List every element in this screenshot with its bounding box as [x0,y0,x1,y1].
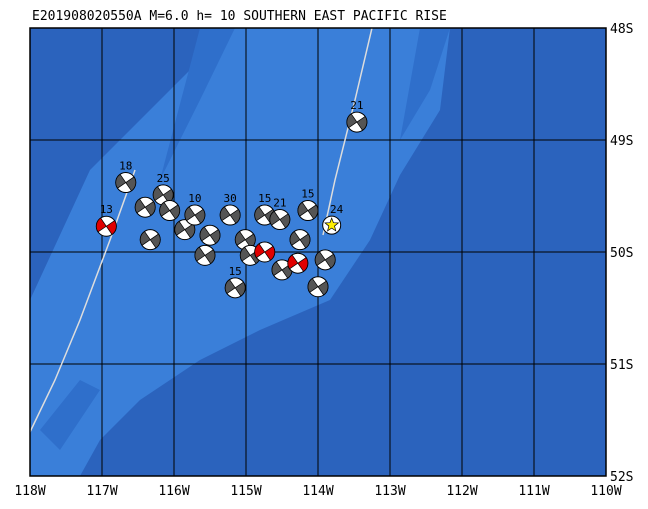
main-event [322,215,342,235]
lat-tick-label: 52S [610,470,633,485]
event-label: 10 [188,192,201,205]
beachball [194,244,216,266]
beachball [174,219,196,241]
event-label: 21 [273,197,286,210]
lat-tick-label: 50S [610,246,633,261]
lon-tick-label: 110W [590,484,621,499]
lon-tick-label: 116W [158,484,189,499]
beachball [346,111,368,133]
beachball-quadrant [254,243,276,261]
event-label: 15 [301,188,314,201]
beachball-quadrant [199,226,221,244]
epicenter-star [324,217,340,232]
lat-tick-label: 48S [610,22,633,37]
plate-boundary [322,27,373,236]
beachball [159,200,181,222]
beachball-quadrant [219,206,241,224]
beachball-quadrant [139,230,161,249]
beachball-quadrant [96,217,117,235]
beachball [289,229,311,251]
frame [29,27,607,477]
beachball [95,215,117,237]
lon-tick-label: 115W [230,484,261,499]
beachball-quadrant [307,277,329,296]
lon-tick-label: 112W [446,484,477,499]
beachball [254,241,276,263]
event-label: 30 [224,192,237,205]
beachball-quadrant [269,210,291,229]
beachball [115,172,137,194]
plate-boundary [29,169,136,433]
lon-tick-label: 117W [86,484,117,499]
lat-tick-label: 51S [610,358,633,373]
beachball [219,204,241,226]
lon-tick-label: 118W [14,484,45,499]
beachball-quadrant [287,254,309,272]
beachball-quadrant [346,113,368,131]
beachball [287,252,309,274]
beachball-quadrant [115,173,137,192]
event-label: 15 [229,265,242,278]
map-title: E201908020550A M=6.0 h= 10 SOUTHERN EAST… [32,9,447,24]
beachball-quadrant [159,201,180,220]
beachball-quadrant [134,198,156,216]
beachball [224,277,246,299]
lat-tick-label: 49S [610,134,633,149]
event-label: 21 [350,99,363,112]
event-label: 13 [100,203,113,216]
beachball-quadrant [314,251,336,269]
beachball-quadrant [289,230,311,249]
beachball [297,200,319,222]
lon-tick-label: 114W [302,484,333,499]
event-label: 24 [330,203,344,216]
beachball [139,229,161,251]
beachball [269,209,291,231]
beachball-quadrant [184,206,206,224]
event-label: 25 [157,172,170,185]
beachball-quadrant [194,246,216,265]
beachball [314,249,336,271]
beachball [184,204,206,226]
lon-tick-label: 111W [518,484,549,499]
lon-tick-label: 113W [374,484,405,499]
beachball [199,224,221,246]
beachball-quadrant [224,279,246,297]
ridge-flank [40,28,450,450]
event-label: 18 [119,160,132,173]
beachball-quadrant [297,201,319,220]
beachball [134,196,156,218]
event-label: 15 [258,192,271,205]
beachball [234,229,256,251]
beachball [307,276,329,298]
